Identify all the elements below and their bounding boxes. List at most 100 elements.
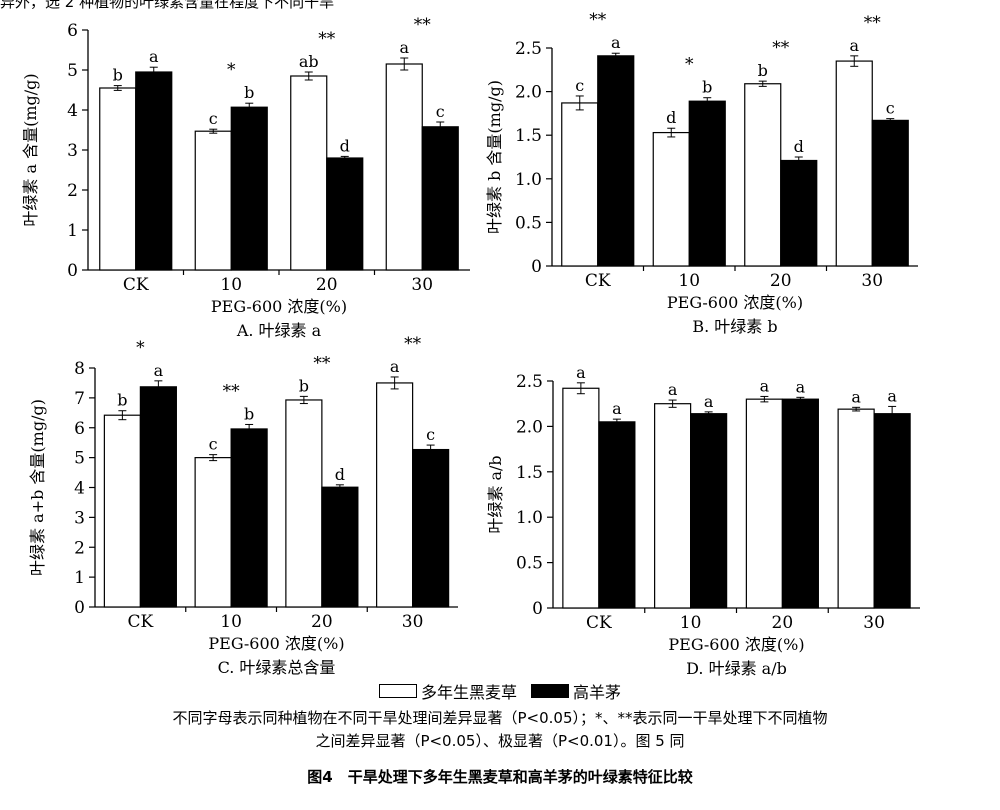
chart-caption: D. 叶绿素 a/b [686, 659, 787, 678]
significance-letter: a [796, 377, 806, 396]
x-tick-label: 10 [220, 275, 242, 295]
significance-star: ** [404, 334, 422, 354]
chart-panel-d: 0 0.5 1.0 1.5 2.0 2.5 CK a a 10 a a 20 a a 30 a a PEG-600 … [486, 363, 920, 678]
x-axis-label: PEG-600 浓度(%) [208, 634, 344, 653]
significance-star: ** [318, 29, 336, 49]
x-tick-label: 20 [770, 271, 792, 291]
x-tick-label: CK [586, 613, 612, 633]
x-tick-label: 30 [411, 275, 433, 295]
y-tick-label: 1.0 [516, 508, 543, 528]
bar-species2 [135, 71, 173, 271]
bar-species1 [376, 382, 414, 608]
y-tick-label: 2 [67, 181, 78, 201]
bar-species2 [688, 100, 726, 267]
significance-letter: a [668, 380, 678, 399]
significance-star: ** [589, 10, 607, 30]
significance-letter: d [340, 136, 350, 155]
x-axis-label: PEG-600 浓度(%) [668, 635, 804, 654]
significance-letter: b [244, 83, 254, 102]
bar-species2 [780, 159, 818, 267]
header-text: 异外，选 2 种植物的叶绿素含量在程度下不同干旱 [0, 0, 335, 11]
significance-letter: a [399, 38, 409, 57]
bar-species2 [871, 119, 909, 267]
y-tick-label: 4 [74, 479, 85, 499]
bar-species2 [139, 386, 177, 608]
significance-letter: b [299, 376, 309, 395]
bar-species2 [873, 413, 911, 609]
chart-caption: B. 叶绿素 b [692, 317, 777, 336]
significance-letter: c [209, 109, 218, 128]
significance-letter: a [390, 357, 400, 376]
significance-letter: a [149, 47, 159, 66]
x-tick-label: 10 [220, 612, 242, 632]
bar-species1 [561, 102, 599, 267]
note-line-1: 不同字母表示同种植物在不同干旱处理间差异显著（P<0.05）；*、**表示同一干… [172, 709, 828, 727]
y-tick-label: 0.5 [515, 213, 542, 233]
y-axis-label: 叶绿素 a 含量(mg/g) [21, 73, 40, 226]
bar-species1 [385, 63, 423, 271]
significance-letter: c [426, 425, 435, 444]
significance-letter: b [244, 404, 254, 423]
x-tick-label: CK [128, 612, 154, 632]
significance-star: ** [864, 13, 882, 33]
y-tick-label: 2.0 [516, 417, 543, 437]
bar-species1 [285, 399, 323, 608]
y-tick-label: 3 [67, 141, 78, 161]
significance-star: * [136, 338, 145, 358]
significance-star: * [685, 55, 694, 75]
legend: 多年生黑麦草 高羊茅 [0, 679, 1000, 703]
y-tick-label: 2.5 [516, 372, 543, 392]
significance-letter: a [611, 33, 621, 52]
chart-panel-b: 00.51.01.52.02.5CKca**10db*20bd**30ac**P… [485, 10, 918, 336]
x-axis-label: PEG-600 浓度(%) [667, 293, 803, 312]
significance-letter: b [758, 61, 768, 80]
y-tick-label: 3 [74, 508, 85, 528]
y-tick-label: 1 [74, 568, 85, 588]
significance-letter: a [760, 376, 770, 395]
x-tick-label: 20 [311, 612, 333, 632]
bar-species1 [562, 387, 600, 609]
significance-letter: d [666, 108, 676, 127]
y-tick-label: 5 [74, 449, 85, 469]
x-tick-label: CK [585, 271, 611, 291]
bar-species1 [194, 130, 232, 271]
x-tick-label: 30 [402, 612, 424, 632]
significance-letter: a [576, 363, 586, 382]
significance-star: * [227, 60, 236, 80]
x-tick-label: 20 [316, 275, 338, 295]
significance-star: ** [313, 353, 331, 373]
significance-letter: b [702, 78, 712, 97]
significance-letter: a [612, 399, 622, 418]
bar-species1 [99, 87, 137, 271]
bar-species1 [103, 414, 141, 608]
y-tick-label: 0 [74, 598, 85, 618]
bar-species2 [421, 126, 459, 271]
bar-species2 [781, 398, 819, 609]
significance-letter: a [704, 392, 714, 411]
significance-letter: c [209, 435, 218, 454]
bar-species1 [654, 403, 692, 609]
x-tick-label: 20 [772, 613, 794, 633]
chart-caption: A. 叶绿素 a [236, 321, 322, 340]
bar-species2 [230, 106, 268, 271]
bar-species2 [598, 421, 636, 609]
significance-letter: d [335, 465, 345, 484]
bar-species2 [412, 448, 450, 608]
y-tick-label: 4 [67, 101, 78, 121]
x-tick-label: 30 [861, 271, 883, 291]
significance-star: ** [223, 381, 241, 401]
legend-item-species1: 多年生黑麦草 [378, 679, 517, 703]
bar-species1 [194, 457, 232, 608]
legend-label-species2: 高羊茅 [573, 683, 622, 702]
x-axis-label: PEG-600 浓度(%) [211, 297, 347, 316]
bar-species2 [597, 55, 635, 267]
figure-title: 图4 干旱处理下多年生黑麦草和高羊茅的叶绿素特征比较 [307, 768, 693, 786]
significance-letter: b [113, 66, 123, 85]
chart-panel-c: 012345678CKba*10cb**20bd**30ac**PEG-600 … [28, 334, 458, 677]
significance-star: ** [772, 38, 790, 58]
chart-caption: C. 叶绿素总含量 [218, 658, 336, 677]
y-tick-label: 0 [67, 261, 78, 281]
y-tick-label: 6 [67, 21, 78, 41]
